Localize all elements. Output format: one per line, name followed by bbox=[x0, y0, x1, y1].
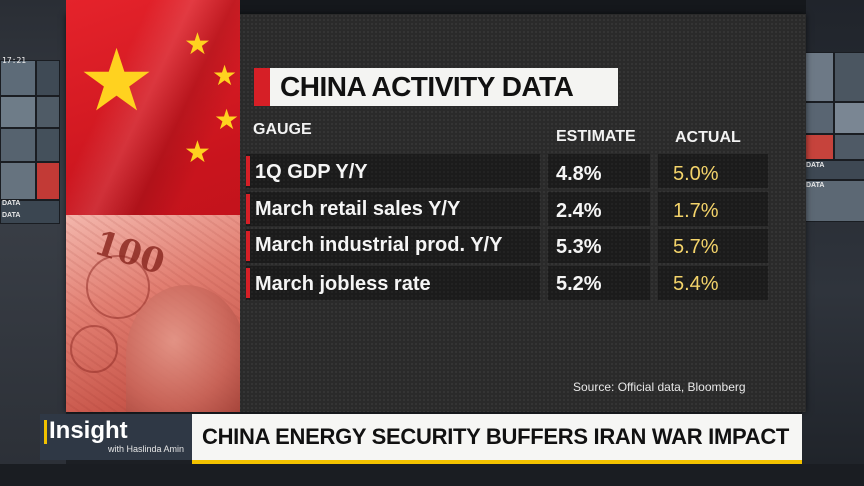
studio-clock: 17:21 bbox=[2, 56, 27, 65]
flag-small-star-icon: ★ bbox=[214, 104, 240, 135]
china-flag-image: ★ ★ ★ ★ ★ 100 bbox=[66, 0, 240, 412]
estimate-cell: 4.8% bbox=[556, 163, 602, 185]
headline-underline bbox=[192, 460, 802, 464]
estimate-cell: 2.4% bbox=[556, 200, 602, 222]
headline-box bbox=[192, 414, 802, 460]
banknote-portrait bbox=[126, 285, 240, 412]
wall-monitors-left: DATA DATA bbox=[0, 52, 60, 227]
actual-cell: 5.7% bbox=[673, 236, 719, 258]
estimate-cell: 5.2% bbox=[556, 273, 602, 295]
monitor-label: DATA bbox=[806, 182, 825, 189]
gauge-cell: March jobless rate bbox=[255, 273, 431, 295]
header-actual: ACTUAL bbox=[675, 129, 741, 146]
graphic-title-box: CHINA ACTIVITY DATA bbox=[270, 68, 618, 106]
source-note: Source: Official data, Bloomberg bbox=[573, 380, 746, 394]
show-brand-box bbox=[40, 414, 192, 460]
gauge-cell: March retail sales Y/Y bbox=[255, 198, 461, 220]
header-gauge: GAUGE bbox=[253, 121, 312, 138]
flag-small-star-icon: ★ bbox=[212, 60, 238, 91]
gauge-cell: 1Q GDP Y/Y bbox=[255, 161, 368, 183]
flag-large-star-icon: ★ bbox=[78, 33, 156, 129]
actual-cell: 1.7% bbox=[673, 200, 719, 222]
show-host: with Haslinda Amin bbox=[108, 444, 185, 454]
graphic-title: CHINA ACTIVITY DATA bbox=[280, 71, 574, 102]
row-accent-bar bbox=[246, 231, 250, 261]
bottom-strip bbox=[0, 464, 864, 486]
actual-cell: 5.4% bbox=[673, 273, 719, 295]
monitor-label: DATA bbox=[2, 212, 21, 219]
studio-background-top bbox=[66, 0, 806, 14]
row-accent-bar bbox=[246, 268, 250, 298]
flag-small-star-icon: ★ bbox=[184, 28, 211, 61]
row-accent-bar bbox=[246, 156, 250, 186]
header-estimate: ESTIMATE bbox=[556, 128, 636, 145]
headline-text: CHINA ENERGY SECURITY BUFFERS IRAN WAR I… bbox=[202, 424, 790, 449]
row-accent-bar bbox=[246, 194, 250, 224]
estimate-cell: 5.3% bbox=[556, 236, 602, 258]
yuan-banknote-image: 100 bbox=[66, 215, 240, 412]
show-brand-accent bbox=[44, 420, 47, 444]
monitor-label: DATA bbox=[2, 200, 21, 207]
wall-monitors-right: DATA DATA bbox=[802, 52, 864, 222]
title-accent-bar bbox=[254, 68, 270, 106]
show-title: Insight bbox=[49, 417, 128, 444]
monitor-label: DATA bbox=[806, 162, 825, 169]
flag-small-star-icon: ★ bbox=[184, 136, 211, 169]
gauge-cell: March industrial prod. Y/Y bbox=[255, 234, 503, 256]
flag-fold-shading bbox=[66, 0, 240, 230]
actual-cell: 5.0% bbox=[673, 163, 719, 185]
